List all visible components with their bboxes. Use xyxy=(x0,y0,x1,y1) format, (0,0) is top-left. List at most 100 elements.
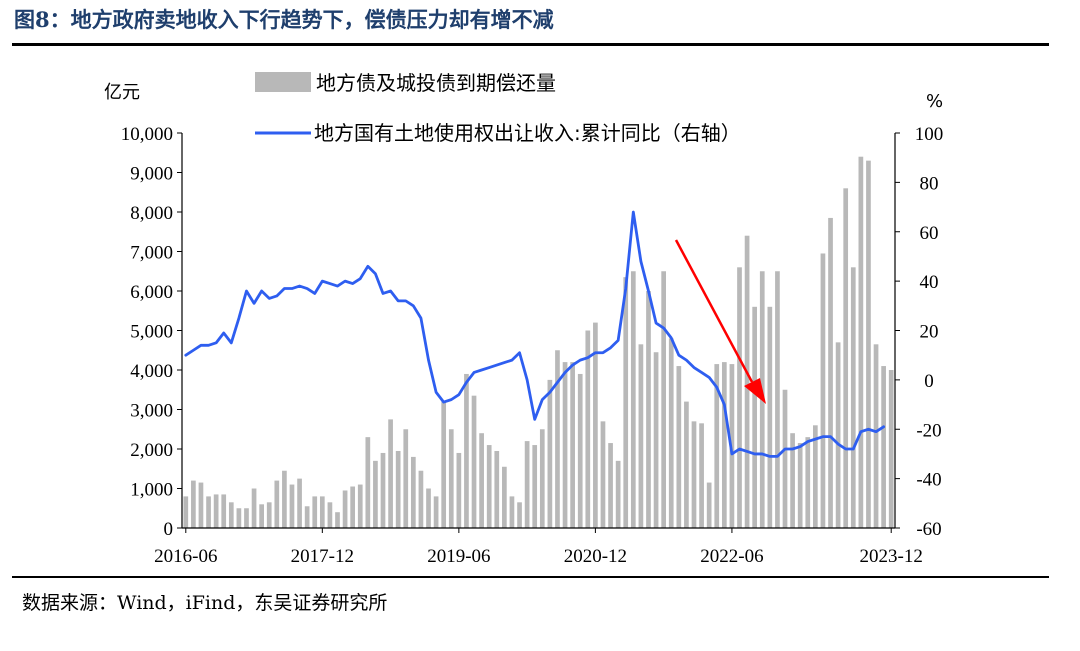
trend-arrow-annotation xyxy=(674,239,766,404)
bar xyxy=(790,433,795,528)
bar xyxy=(418,470,424,528)
bar xyxy=(304,506,310,528)
bar xyxy=(395,450,401,528)
bar xyxy=(289,484,295,528)
left-tick-label: 2,000 xyxy=(130,440,173,461)
bar xyxy=(850,267,856,528)
bar xyxy=(835,342,841,528)
trend-arrow-shaft xyxy=(674,239,754,383)
bar xyxy=(661,271,666,528)
bar xyxy=(858,156,864,528)
x-tick-label: 2020-12 xyxy=(564,546,627,567)
top-rule xyxy=(12,43,1049,46)
left-tick-label: 6,000 xyxy=(130,282,173,303)
bar xyxy=(441,401,447,528)
bar xyxy=(183,496,189,528)
figure-title: 图8：地方政府卖地收入下行趋势下，偿债压力却有增不减 xyxy=(14,7,554,32)
bar xyxy=(486,445,492,528)
x-tick-label: 2022-06 xyxy=(700,546,763,567)
bar xyxy=(744,235,750,528)
bar xyxy=(562,362,568,528)
bar xyxy=(593,322,598,528)
bar xyxy=(828,217,833,528)
bar xyxy=(547,379,553,529)
left-axis-unit: 亿元 xyxy=(104,82,140,103)
x-tick-label: 2017-12 xyxy=(291,546,354,567)
bar xyxy=(676,366,682,528)
bar xyxy=(866,160,871,528)
bar xyxy=(502,466,507,528)
bar xyxy=(638,344,644,528)
bar xyxy=(312,496,318,528)
x-tick-label: 2019-06 xyxy=(427,546,490,567)
bar xyxy=(653,352,659,528)
bar xyxy=(509,496,515,528)
bar xyxy=(464,373,469,528)
bar xyxy=(494,450,500,528)
bar xyxy=(752,306,758,528)
right-tick-label: 40 xyxy=(920,272,939,293)
bar xyxy=(236,508,242,528)
bar xyxy=(570,362,575,528)
bar xyxy=(319,496,325,528)
bottom-rule xyxy=(12,576,1049,578)
bar xyxy=(714,364,720,528)
bar xyxy=(524,441,530,528)
right-tick-label: 0 xyxy=(924,371,934,392)
bar xyxy=(737,267,742,528)
bar xyxy=(888,370,894,528)
bar xyxy=(350,486,356,528)
bar xyxy=(615,460,621,528)
bar xyxy=(456,452,462,528)
bar xyxy=(684,401,689,528)
x-tick-label: 2023-12 xyxy=(860,546,923,567)
bar xyxy=(266,502,272,528)
legend-label-bar: 地方债及城投债到期偿还量 xyxy=(316,71,556,95)
bar xyxy=(259,504,264,528)
bar xyxy=(668,338,674,528)
left-tick-label: 5,000 xyxy=(130,322,173,343)
bar xyxy=(813,425,818,528)
right-tick-label: -60 xyxy=(916,519,941,540)
bar xyxy=(630,271,636,528)
bar xyxy=(820,253,826,529)
bar xyxy=(206,496,211,528)
bar xyxy=(388,419,393,529)
bar xyxy=(699,423,704,528)
right-tick-label: 20 xyxy=(920,322,939,343)
bar xyxy=(532,445,538,528)
bar xyxy=(335,512,340,528)
bar xyxy=(873,344,879,528)
bar xyxy=(198,482,204,528)
bar xyxy=(373,460,378,528)
bar xyxy=(479,433,484,528)
bar xyxy=(380,452,386,528)
bar xyxy=(600,421,606,528)
bar xyxy=(691,421,697,528)
right-tick-label: 60 xyxy=(920,223,939,244)
bar xyxy=(539,429,545,528)
line-series xyxy=(184,210,886,458)
bar xyxy=(471,395,477,528)
bar xyxy=(297,478,302,529)
left-tick-label: 10,000 xyxy=(121,124,173,145)
bar xyxy=(221,494,227,528)
right-tick-label: 80 xyxy=(920,173,939,194)
bar xyxy=(797,443,803,528)
left-tick-label: 4,000 xyxy=(130,361,173,382)
bar xyxy=(228,502,234,528)
bar-series xyxy=(183,156,894,529)
bar xyxy=(426,488,431,528)
bar xyxy=(403,429,409,528)
bar xyxy=(577,373,583,528)
line-series-layer xyxy=(184,210,886,458)
bar xyxy=(721,362,727,528)
bar xyxy=(555,350,560,528)
bar xyxy=(191,480,196,528)
bar xyxy=(274,480,280,528)
legend-swatch-bar xyxy=(255,72,311,92)
bar xyxy=(327,502,333,528)
source-note: 数据来源：Wind，iFind，东吴证券研究所 xyxy=(22,592,388,614)
bar xyxy=(782,389,788,528)
bar xyxy=(881,366,886,528)
